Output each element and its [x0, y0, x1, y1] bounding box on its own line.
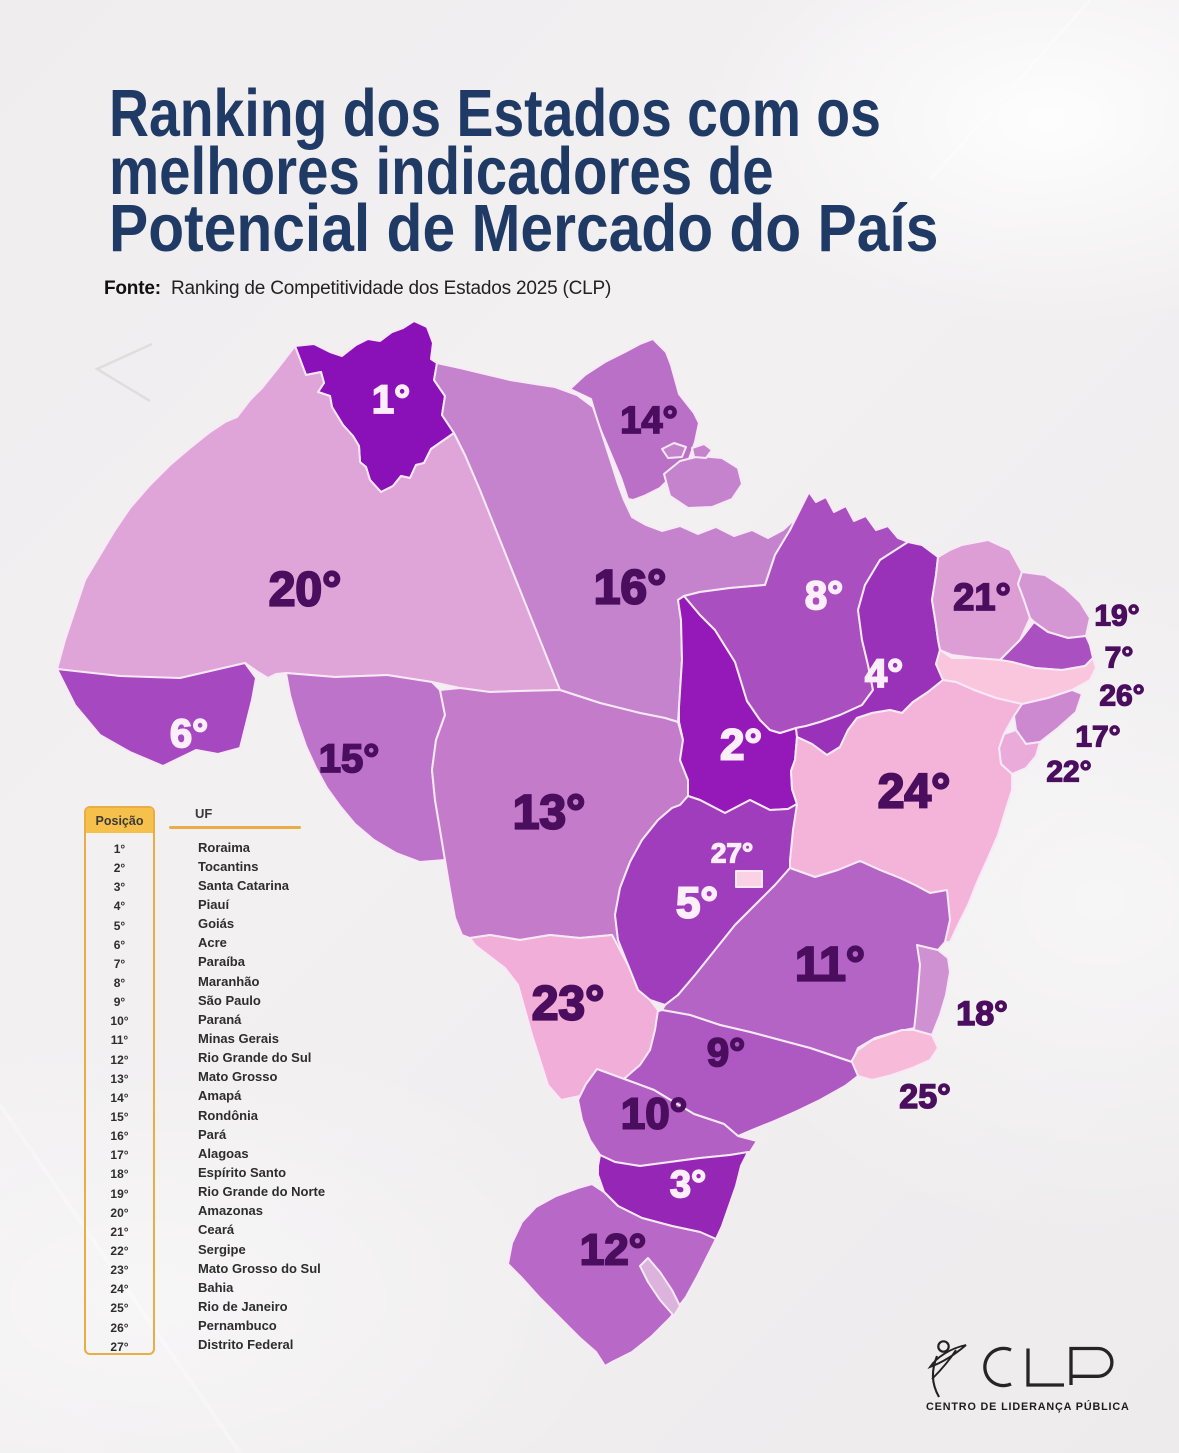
- svg-text:1°: 1°: [372, 378, 410, 422]
- svg-text:CENTRO DE LIDERANÇA PÚBLICA: CENTRO DE LIDERANÇA PÚBLICA: [926, 1400, 1130, 1413]
- svg-text:17°: 17°: [1075, 721, 1120, 754]
- svg-text:9°: 9°: [707, 1031, 745, 1075]
- svg-text:22°: 22°: [1046, 756, 1091, 789]
- svg-text:10°: 10°: [621, 1090, 688, 1139]
- svg-text:5°: 5°: [676, 879, 718, 928]
- svg-text:18°: 18°: [956, 995, 1007, 1033]
- svg-text:7°: 7°: [1105, 642, 1134, 675]
- svg-text:4°: 4°: [865, 652, 903, 696]
- svg-text:27°: 27°: [711, 838, 753, 869]
- svg-text:23°: 23°: [532, 978, 605, 1031]
- svg-text:11°: 11°: [795, 939, 865, 992]
- svg-text:14°: 14°: [620, 400, 677, 442]
- svg-text:26°: 26°: [1099, 680, 1144, 713]
- svg-text:3°: 3°: [670, 1164, 706, 1206]
- svg-text:19°: 19°: [1094, 600, 1139, 633]
- svg-text:13°: 13°: [513, 787, 586, 840]
- svg-text:6°: 6°: [170, 712, 208, 756]
- svg-text:15°: 15°: [319, 737, 380, 781]
- svg-text:24°: 24°: [878, 766, 951, 819]
- svg-text:25°: 25°: [899, 1078, 950, 1116]
- svg-text:20°: 20°: [269, 564, 342, 617]
- svg-text:21°: 21°: [953, 577, 1010, 619]
- svg-text:8°: 8°: [805, 574, 843, 618]
- svg-text:12°: 12°: [580, 1226, 647, 1275]
- svg-text:2°: 2°: [720, 721, 762, 770]
- svg-text:16°: 16°: [594, 562, 667, 615]
